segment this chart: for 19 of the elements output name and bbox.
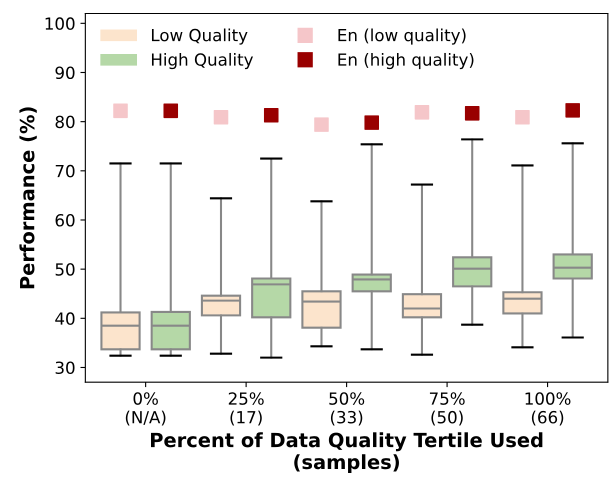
legend-label: Low Quality: [152, 28, 248, 45]
x-tick-label: 25% (17): [228, 392, 264, 426]
y-tick-label: 60: [56, 214, 75, 227]
x-tick-label: 100% (66): [526, 392, 570, 426]
x-tick-label: 75% (50): [430, 392, 465, 426]
legend-label: High Quality: [152, 52, 254, 70]
y-tick-label: 40: [55, 312, 75, 325]
x-axis-title: Percent of Data Quality Tertile Used (samples): [151, 432, 542, 474]
y-tick-label: 70: [56, 164, 75, 178]
y-tick-label: 90: [55, 66, 75, 80]
y-axis-title: Performance (%): [19, 107, 37, 288]
x-tick-label: 0% (N/A): [126, 392, 166, 426]
y-tick-label: 80: [56, 116, 75, 128]
legend-label: En (high quality): [338, 52, 474, 70]
y-tick-label: 30: [56, 361, 75, 374]
legend-label: En (low quality): [338, 28, 466, 45]
x-tick-label: 50% (33): [329, 392, 364, 426]
y-tick-label: 50: [56, 263, 75, 276]
y-tick-label: 100: [46, 17, 75, 30]
